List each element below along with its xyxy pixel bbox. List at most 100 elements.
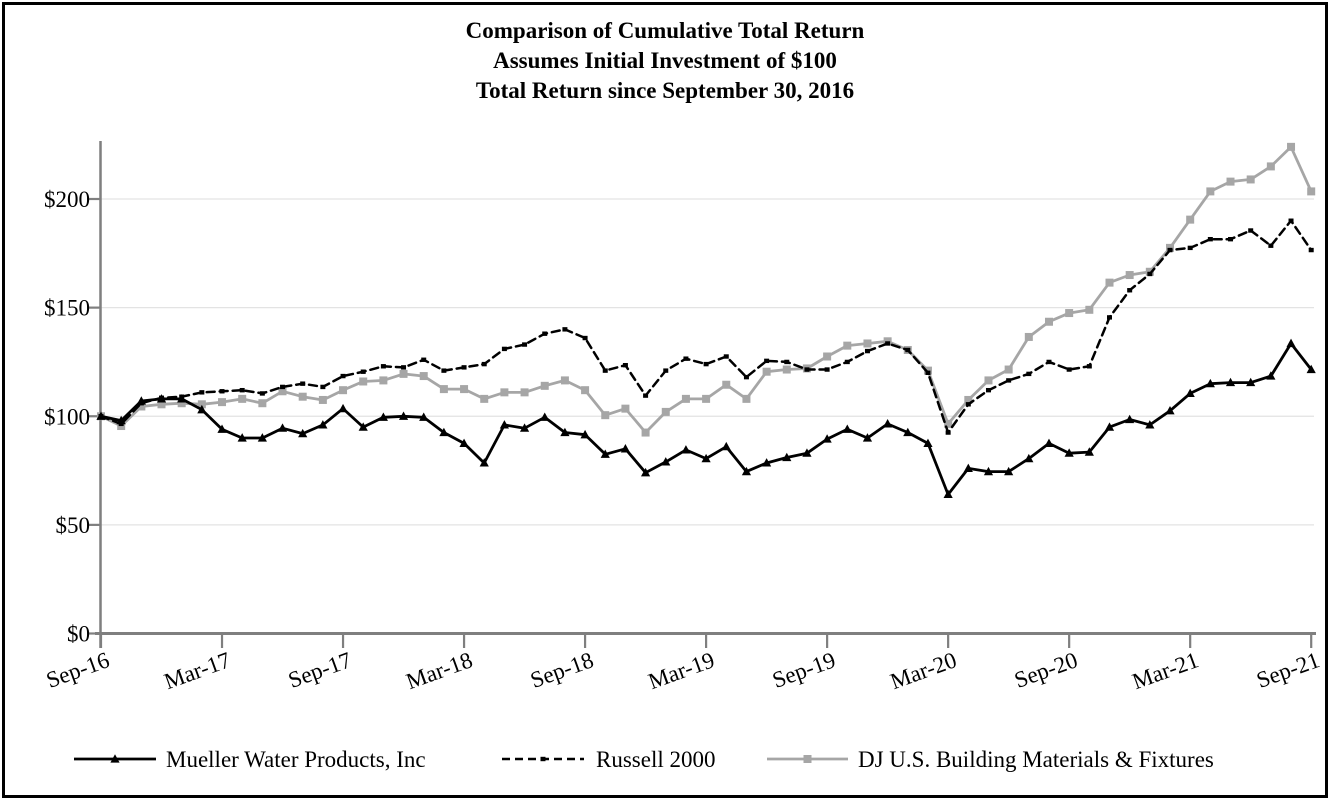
data-point-dash: [1006, 378, 1012, 383]
data-point-square: [439, 385, 448, 394]
data-point-dash: [703, 361, 709, 367]
x-axis-label: Mar-21: [1129, 647, 1202, 694]
data-point-square: [218, 398, 227, 407]
data-point-triangle: [540, 412, 550, 421]
data-point-triangle: [237, 433, 247, 442]
data-point-square: [1044, 317, 1053, 326]
data-point-triangle: [96, 411, 106, 420]
data-point-triangle: [741, 466, 752, 476]
data-point-square: [782, 365, 791, 374]
data-point-triangle: [1205, 378, 1215, 388]
data-point-square: [460, 385, 469, 394]
data-point-dash: [522, 342, 528, 347]
data-point-dash: [320, 384, 326, 390]
data-point-dash: [360, 369, 366, 374]
data-point-dash: [300, 381, 306, 386]
data-point-dash: [925, 370, 931, 375]
data-point-dash: [1086, 364, 1092, 369]
x-axis-label: Mar-19: [645, 647, 718, 694]
data-point-triangle: [519, 423, 530, 432]
data-point-dash: [905, 347, 911, 353]
data-point-dash: [743, 374, 749, 380]
data-point-triangle: [277, 423, 288, 432]
data-point-triangle: [499, 420, 509, 429]
data-point-triangle: [439, 427, 449, 437]
data-point-triangle: [1286, 338, 1296, 348]
data-point-square: [540, 381, 549, 390]
data-point-dash: [602, 368, 608, 373]
data-point-triangle: [620, 444, 631, 453]
data-point-dash: [421, 357, 427, 362]
data-point-triangle: [197, 404, 207, 414]
data-point-square: [742, 394, 751, 403]
data-point-triangle: [640, 467, 651, 477]
data-point-dash: [1308, 247, 1314, 253]
data-point-dash: [643, 393, 649, 398]
data-point-square: [1085, 305, 1094, 314]
data-point-dash: [985, 387, 991, 393]
data-point-square: [1024, 332, 1033, 341]
data-point-dash: [219, 389, 225, 394]
data-point-triangle: [842, 424, 852, 433]
chart-title-line-2: Assumes Initial Investment of $100: [493, 48, 837, 73]
data-point-square: [258, 399, 267, 408]
data-point-dash: [844, 359, 850, 365]
data-point-square: [177, 399, 186, 408]
data-point-square: [601, 411, 610, 420]
data-point-triangle: [1185, 388, 1195, 398]
data-point-square: [661, 407, 670, 416]
legend-label: Russell 2000: [596, 747, 715, 772]
data-point-triangle: [116, 415, 126, 425]
data-point-triangle: [136, 396, 146, 405]
data-point-square: [1206, 187, 1215, 196]
data-point-triangle: [701, 453, 711, 463]
data-point-triangle: [156, 394, 167, 403]
data-point-triangle: [318, 420, 328, 429]
data-point-square: [823, 352, 832, 361]
data-point-triangle: [378, 412, 388, 421]
x-axis-label: Sep-19: [769, 647, 839, 693]
data-point-dash: [582, 335, 588, 341]
data-point-square: [1226, 177, 1235, 186]
data-point-square: [419, 372, 428, 381]
data-point-triangle: [1266, 371, 1276, 380]
data-point-dash: [1147, 271, 1153, 277]
data-point-dash: [764, 358, 770, 364]
data-point-triangle: [661, 457, 671, 466]
data-point-triangle: [681, 445, 691, 454]
data-point-dash: [199, 390, 205, 395]
data-point-square: [298, 392, 307, 401]
x-axis-label: Mar-18: [403, 647, 476, 694]
data-point-dash: [562, 327, 568, 332]
data-point-triangle: [398, 411, 409, 420]
data-point-square: [520, 388, 529, 397]
x-axis-label: Mar-20: [887, 647, 960, 694]
data-point-square: [641, 428, 650, 437]
x-axis-label: Sep-18: [527, 647, 597, 693]
data-point-triangle: [721, 441, 731, 451]
data-point-triangle: [358, 422, 368, 431]
x-axis-label: Mar-17: [161, 647, 234, 694]
data-point-square: [681, 394, 690, 403]
x-axis-label: Sep-16: [43, 647, 113, 693]
data-point-dash: [723, 354, 729, 359]
data-point-dash: [864, 348, 870, 354]
data-point-dash: [1107, 315, 1112, 320]
data-point-square: [379, 376, 388, 385]
data-point-square: [1186, 215, 1195, 224]
data-point-dash: [540, 756, 546, 762]
data-point-triangle: [1125, 414, 1135, 424]
data-point-dash: [784, 359, 790, 365]
data-point-triangle: [560, 427, 570, 437]
data-point-square: [1125, 271, 1134, 280]
data-point-square: [621, 404, 630, 413]
data-point-triangle: [1306, 364, 1316, 374]
data-point-triangle: [1104, 422, 1115, 431]
data-point-triangle: [419, 412, 429, 421]
data-point-square: [480, 394, 489, 403]
data-point-square: [762, 367, 771, 376]
data-point-square: [1266, 162, 1275, 171]
data-point-dash: [1026, 371, 1032, 377]
chart-title: Comparison of Cumulative Total Return As…: [0, 16, 1330, 106]
